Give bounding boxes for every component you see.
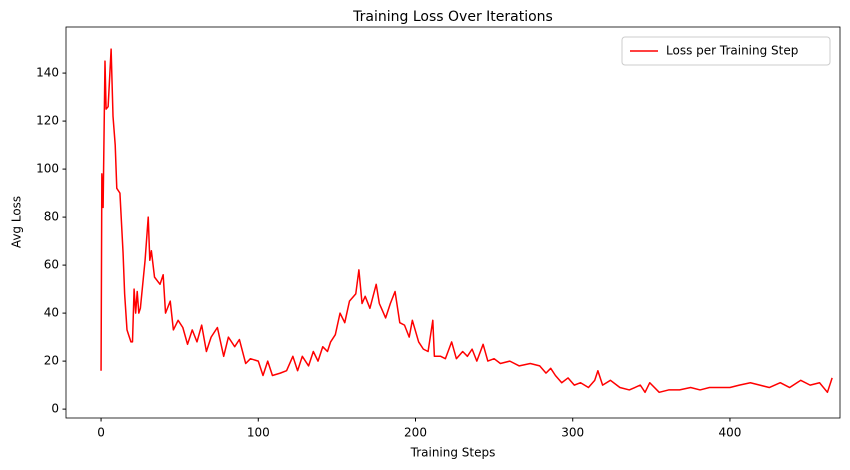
x-tick-label: 200 xyxy=(404,426,427,440)
y-tick-label: 20 xyxy=(44,354,59,368)
x-tick-label: 400 xyxy=(718,426,741,440)
x-tick-label: 0 xyxy=(97,426,105,440)
data-line xyxy=(100,48,833,394)
y-tick-label: 80 xyxy=(44,210,59,224)
x-tick-label: 300 xyxy=(561,426,584,440)
x-axis-label: Training Steps xyxy=(410,446,496,460)
chart-title: Training Loss Over Iterations xyxy=(352,9,553,25)
plot-frame xyxy=(65,26,841,419)
y-tick-label: 60 xyxy=(44,258,59,272)
y-tick-label: 100 xyxy=(36,162,59,176)
y-tick-label: 120 xyxy=(36,114,59,128)
y-tick-label: 0 xyxy=(51,402,59,416)
y-axis-label: Avg Loss xyxy=(10,196,24,248)
y-tick-label: 140 xyxy=(36,66,59,80)
legend-label: Loss per Training Step xyxy=(666,44,798,58)
legend-box xyxy=(621,36,831,66)
y-tick-label: 40 xyxy=(44,306,59,320)
x-tick-label: 100 xyxy=(247,426,270,440)
